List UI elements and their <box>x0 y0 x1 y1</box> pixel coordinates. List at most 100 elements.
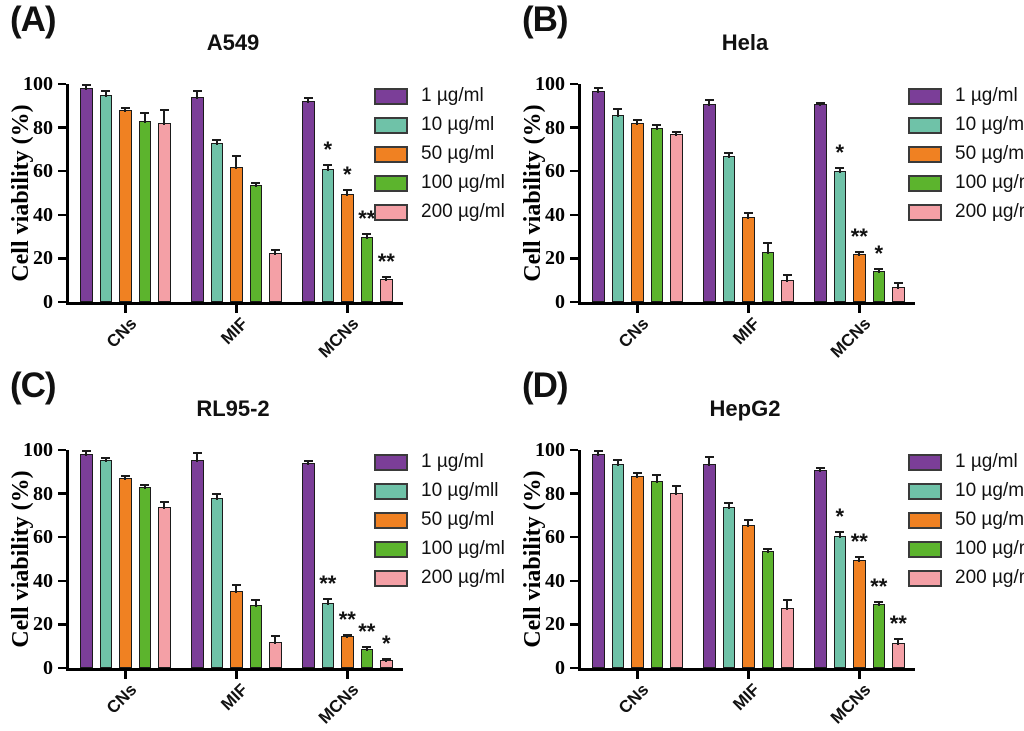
error-bar <box>597 88 600 93</box>
legend-swatch-icon <box>374 145 408 163</box>
bar-mif-200 <box>781 280 794 302</box>
panel-hepg2: (D) HepG2 Cell viability (%) 0 20 40 60 80 100 CN… <box>512 366 1024 731</box>
legend-swatch-icon <box>374 453 408 471</box>
x-axis-tick <box>747 305 750 313</box>
legend-swatch-icon <box>374 569 408 587</box>
legend-item: 1 µg/ml <box>908 451 1018 472</box>
error-bar-cap <box>874 268 884 271</box>
error-bar-cap <box>81 450 91 453</box>
error-bar <box>254 600 257 607</box>
legend-label: 10 µg/ml <box>955 480 1024 501</box>
panel-rl95-2: (C) RL95-2 Cell viability (%) 0 20 40 60 80 100 C… <box>0 366 512 731</box>
error-bar-cap <box>159 501 169 504</box>
legend-item: 100 µg/ml <box>374 538 505 559</box>
legend-item: 50 µg/mll <box>908 143 1024 164</box>
legend-label: 10 µg/ml <box>955 114 1024 135</box>
legend-swatch-icon <box>908 453 942 471</box>
error-bar <box>365 647 368 652</box>
error-bar-cap <box>362 233 372 236</box>
bar-cns-1 <box>592 90 605 302</box>
bar-mif-50 <box>742 525 755 668</box>
error-bar-cap <box>782 599 792 602</box>
legend-swatch-icon <box>374 482 408 500</box>
legend-item: 200 µg/ml <box>908 567 1024 588</box>
y-tick-label: 40 <box>33 203 53 226</box>
y-axis-tick <box>58 623 66 626</box>
legend-item: 100 µg/ml <box>908 538 1024 559</box>
error-bar <box>104 457 107 462</box>
legend-swatch-icon <box>374 511 408 529</box>
bar-cns-100 <box>650 480 663 668</box>
error-bar <box>675 485 678 495</box>
error-bar <box>636 472 639 479</box>
error-bar-cap <box>101 456 111 459</box>
y-axis-tick <box>58 535 66 539</box>
error-bar <box>747 212 750 219</box>
chart-title: A549 <box>206 30 260 55</box>
legend-label: 10 µg/ml <box>421 114 495 135</box>
error-bar-cap <box>724 151 734 154</box>
significance-marker: * <box>323 136 333 162</box>
error-bar <box>104 90 107 97</box>
legend-item: 10 µg/mll <box>374 480 498 501</box>
x-axis-tick <box>346 305 349 313</box>
error-bar-cap <box>632 471 642 474</box>
y-tick-label: 0 <box>555 657 565 679</box>
significance-marker: * <box>874 241 884 267</box>
y-axis-tick <box>58 666 66 670</box>
y-tick-label: 40 <box>545 203 565 226</box>
significance-marker: ** <box>377 248 395 274</box>
legend-swatch-icon <box>908 482 942 500</box>
error-bar-cap <box>81 84 91 87</box>
y-axis-tick <box>570 300 578 304</box>
x-tick-label-mif: MIF <box>729 680 764 715</box>
bar-mif-100 <box>761 251 774 302</box>
y-axis-tick <box>58 126 66 129</box>
error-bar-cap <box>652 124 662 127</box>
x-axis-tick <box>636 305 639 313</box>
x-axis-tick <box>858 305 861 313</box>
error-bar <box>897 283 900 289</box>
significance-marker: ** <box>338 606 356 632</box>
legend-label: 50 µg/ml <box>421 143 495 164</box>
significance-marker: ** <box>850 223 868 249</box>
legend-label: 1 µg/ml <box>421 85 484 106</box>
bar-cns-50 <box>631 123 644 302</box>
error-bar-cap <box>323 598 333 601</box>
y-axis-tick <box>58 448 66 452</box>
y-tick-label: 100 <box>23 439 53 461</box>
bar-mcns-1 <box>814 103 827 302</box>
significance-marker: ** <box>319 571 337 597</box>
legend-item: 1 µg/ml <box>374 451 484 472</box>
error-bar <box>346 189 349 197</box>
error-bar-cap <box>342 633 352 636</box>
bar-cns-200 <box>670 492 683 668</box>
error-bar <box>747 519 750 528</box>
x-tick-label-mcns: MCNs <box>827 680 875 728</box>
y-axis-tick <box>58 579 66 583</box>
legend-item: 100 µg/ml <box>908 172 1024 193</box>
error-bar-cap <box>893 637 903 640</box>
x-axis-tick <box>124 305 127 313</box>
error-bar-cap <box>835 530 845 533</box>
y-axis-tick <box>570 535 578 539</box>
bar-mif-50 <box>230 166 243 302</box>
legend-swatch-icon <box>908 511 942 529</box>
error-bar-cap <box>192 452 202 455</box>
error-bar-cap <box>342 188 352 191</box>
bar-mif-1 <box>703 103 716 302</box>
error-bar-cap <box>381 657 391 660</box>
bar-cns-10 <box>611 464 624 668</box>
error-bar-cap <box>815 101 825 104</box>
error-bar-cap <box>323 163 333 166</box>
y-axis-tick <box>570 579 578 583</box>
bar-cns-50 <box>631 476 644 668</box>
bar-mcns-1 <box>302 101 315 302</box>
error-bar-cap <box>632 118 642 121</box>
legend-item: 50 µg/ml <box>908 509 1024 530</box>
legend-item: 200 µg/ml <box>908 201 1024 222</box>
x-axis-tick <box>858 671 861 679</box>
legend-swatch-icon <box>374 116 408 134</box>
error-bar <box>124 476 127 481</box>
error-bar-cap <box>593 450 603 453</box>
